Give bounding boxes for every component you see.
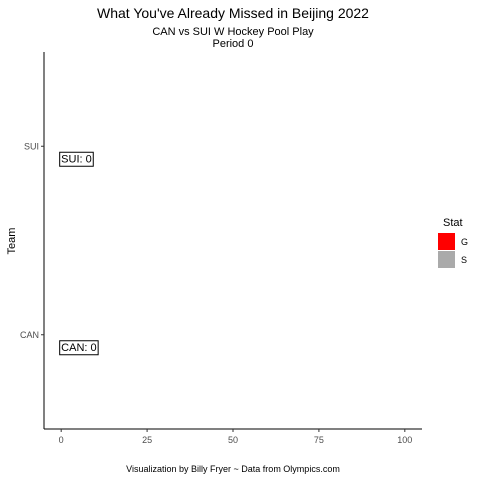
legend-key-g	[438, 233, 455, 250]
chart-subtitle-line2: Period 0	[213, 38, 254, 50]
x-tick-label-25: 25	[142, 435, 152, 445]
legend-label-g: G	[461, 237, 468, 247]
bar-label-text-can: CAN: 0	[61, 342, 96, 354]
x-tick-label-75: 75	[314, 435, 324, 445]
x-ticks: 0 25 50 75 100	[59, 429, 412, 445]
plot-area: CAN SUI 0 25 50 75 100 CAN: 0 SUI: 0	[20, 52, 422, 445]
x-tick-label-0: 0	[59, 435, 64, 445]
bar-labels: CAN: 0 SUI: 0	[59, 151, 99, 356]
bar-label-box-sui	[59, 151, 94, 167]
y-tick-label-sui: SUI	[24, 141, 39, 151]
bar-label-can: CAN: 0	[59, 340, 99, 356]
y-axis-title: Team	[6, 228, 18, 255]
bar-label-box-can	[59, 340, 99, 356]
x-tick-label-100: 100	[397, 435, 412, 445]
y-tick-label-can: CAN	[20, 330, 39, 340]
legend-title: Stat	[443, 217, 463, 229]
legend: Stat GS	[438, 217, 468, 268]
bar-label-text-sui: SUI: 0	[61, 153, 92, 165]
chart-title: What You've Already Missed in Beijing 20…	[97, 5, 369, 21]
bar-label-sui: SUI: 0	[59, 151, 94, 167]
chart-subtitle-line1: CAN vs SUI W Hockey Pool Play	[152, 26, 314, 38]
legend-key-s	[438, 251, 455, 268]
chart-caption: Visualization by Billy Fryer ~ Data from…	[126, 464, 340, 474]
y-ticks: CAN SUI	[20, 141, 44, 340]
legend-label-s: S	[461, 255, 467, 265]
legend-items: GS	[438, 233, 468, 268]
x-tick-label-50: 50	[228, 435, 238, 445]
